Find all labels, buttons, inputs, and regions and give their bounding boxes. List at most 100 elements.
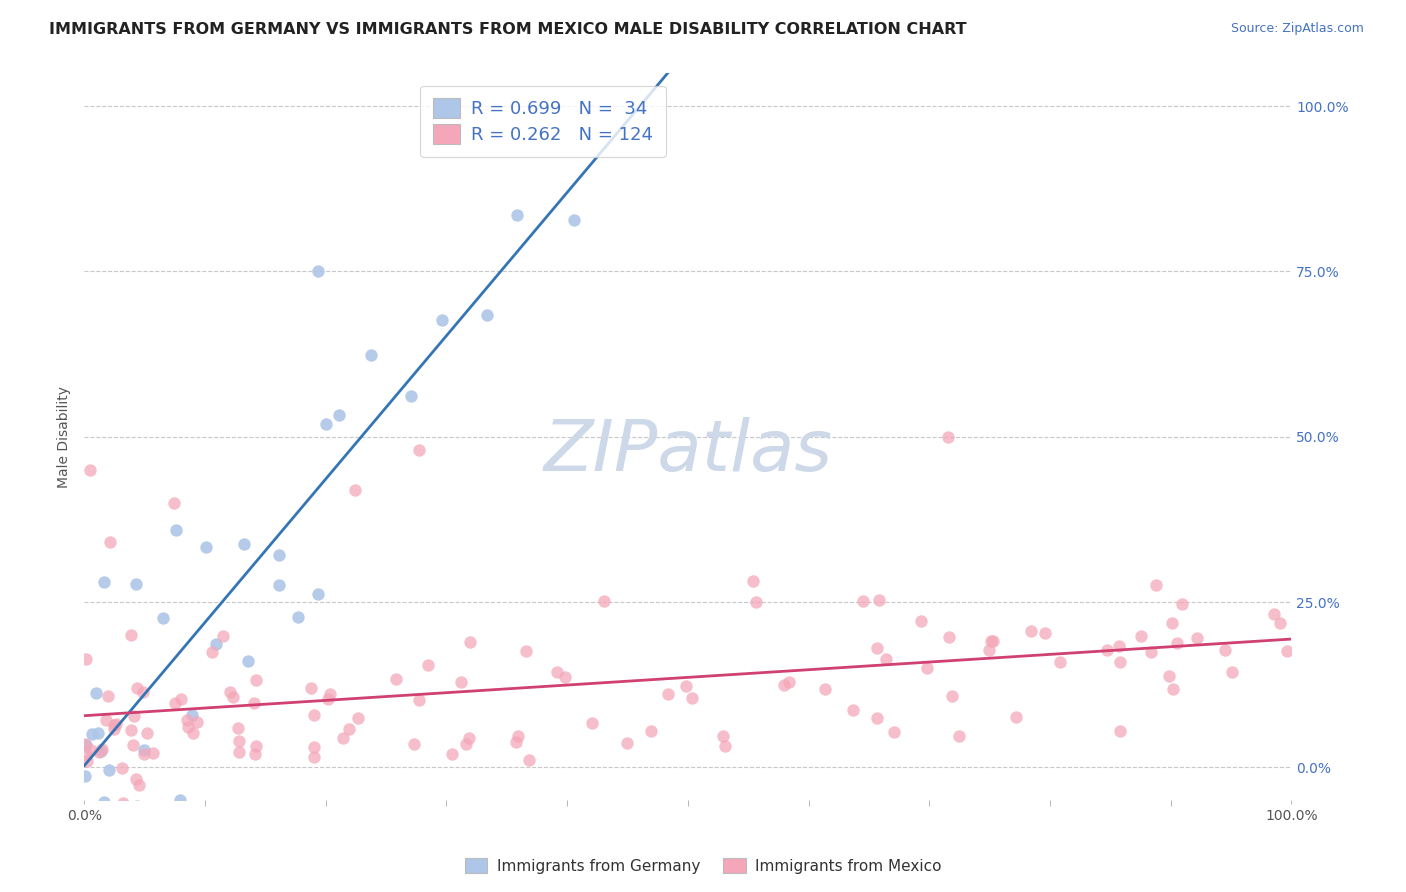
Point bbox=[243, 696, 266, 710]
Point bbox=[505, 208, 527, 222]
Point bbox=[814, 682, 837, 697]
Point bbox=[841, 703, 863, 717]
Point bbox=[80, 726, 103, 740]
Point bbox=[228, 722, 250, 736]
Point bbox=[287, 610, 309, 624]
Point bbox=[554, 670, 576, 684]
Point bbox=[76, 755, 98, 769]
Point bbox=[384, 672, 406, 686]
Point bbox=[316, 692, 339, 706]
Point bbox=[1095, 642, 1118, 657]
Point bbox=[170, 691, 193, 706]
Point bbox=[181, 708, 204, 723]
Point bbox=[506, 729, 529, 743]
Point bbox=[122, 738, 145, 752]
Point bbox=[233, 537, 256, 551]
Point bbox=[103, 718, 125, 732]
Point bbox=[201, 645, 224, 659]
Point bbox=[75, 738, 97, 752]
Point bbox=[181, 725, 204, 739]
Point bbox=[1005, 709, 1028, 723]
Point bbox=[245, 739, 267, 753]
Point bbox=[125, 772, 148, 786]
Point bbox=[430, 313, 453, 327]
Point bbox=[93, 795, 115, 809]
Point bbox=[477, 308, 499, 322]
Point bbox=[454, 737, 477, 751]
Point bbox=[97, 690, 120, 704]
Legend: R = 0.699   N =  34, R = 0.262   N = 124: R = 0.699 N = 34, R = 0.262 N = 124 bbox=[420, 86, 665, 157]
Point bbox=[440, 747, 463, 761]
Point bbox=[1139, 646, 1161, 660]
Point bbox=[1220, 665, 1243, 680]
Legend: Immigrants from Germany, Immigrants from Mexico: Immigrants from Germany, Immigrants from… bbox=[458, 852, 948, 880]
Point bbox=[93, 574, 115, 589]
Point bbox=[304, 750, 326, 764]
Point bbox=[142, 746, 165, 760]
Point bbox=[269, 548, 291, 562]
Point bbox=[1144, 578, 1167, 592]
Point bbox=[299, 681, 322, 695]
Point bbox=[1171, 597, 1194, 611]
Point bbox=[315, 417, 337, 432]
Point bbox=[581, 716, 603, 731]
Point bbox=[1021, 624, 1043, 638]
Point bbox=[337, 722, 360, 736]
Point bbox=[883, 725, 905, 739]
Point bbox=[408, 693, 430, 707]
Point bbox=[745, 595, 768, 609]
Point bbox=[773, 678, 796, 692]
Point bbox=[562, 213, 585, 227]
Point bbox=[1268, 615, 1291, 630]
Point bbox=[122, 709, 145, 723]
Point bbox=[111, 761, 134, 775]
Point bbox=[152, 611, 174, 625]
Point bbox=[319, 687, 342, 701]
Point bbox=[640, 723, 662, 738]
Point bbox=[546, 665, 568, 679]
Point bbox=[977, 642, 1000, 657]
Point bbox=[236, 654, 259, 668]
Point bbox=[94, 713, 117, 727]
Point bbox=[941, 689, 963, 703]
Point bbox=[681, 690, 703, 705]
Point bbox=[910, 614, 932, 628]
Point bbox=[360, 348, 382, 362]
Point bbox=[517, 753, 540, 767]
Point bbox=[228, 745, 250, 759]
Point bbox=[852, 594, 875, 608]
Point bbox=[75, 768, 97, 782]
Point bbox=[98, 764, 121, 778]
Point bbox=[80, 743, 103, 757]
Point bbox=[304, 708, 326, 723]
Point bbox=[399, 388, 422, 402]
Point bbox=[402, 737, 425, 751]
Point bbox=[1157, 669, 1180, 683]
Point bbox=[1129, 629, 1152, 643]
Point bbox=[458, 731, 481, 745]
Point bbox=[865, 711, 887, 725]
Point bbox=[1275, 644, 1298, 658]
Point bbox=[186, 715, 208, 730]
Point bbox=[875, 651, 897, 665]
Point bbox=[165, 524, 187, 538]
Point bbox=[307, 587, 329, 601]
Point bbox=[1185, 631, 1208, 645]
Point bbox=[169, 793, 191, 807]
Point bbox=[302, 740, 325, 755]
Point bbox=[120, 723, 142, 738]
Point bbox=[1049, 655, 1071, 669]
Point bbox=[778, 675, 800, 690]
Point bbox=[125, 681, 148, 695]
Point bbox=[127, 799, 149, 814]
Point bbox=[87, 746, 110, 760]
Point bbox=[616, 736, 638, 750]
Text: Source: ZipAtlas.com: Source: ZipAtlas.com bbox=[1230, 22, 1364, 36]
Point bbox=[980, 634, 1002, 648]
Point bbox=[105, 717, 128, 731]
Point bbox=[1033, 626, 1056, 640]
Point bbox=[76, 747, 98, 762]
Point bbox=[120, 628, 142, 642]
Point bbox=[134, 743, 156, 757]
Point bbox=[75, 652, 97, 666]
